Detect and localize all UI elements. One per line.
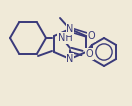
Text: O: O (88, 31, 96, 41)
Text: O: O (86, 49, 94, 59)
Text: N: N (66, 54, 74, 64)
Text: NH: NH (58, 33, 73, 43)
Text: N: N (66, 24, 74, 34)
